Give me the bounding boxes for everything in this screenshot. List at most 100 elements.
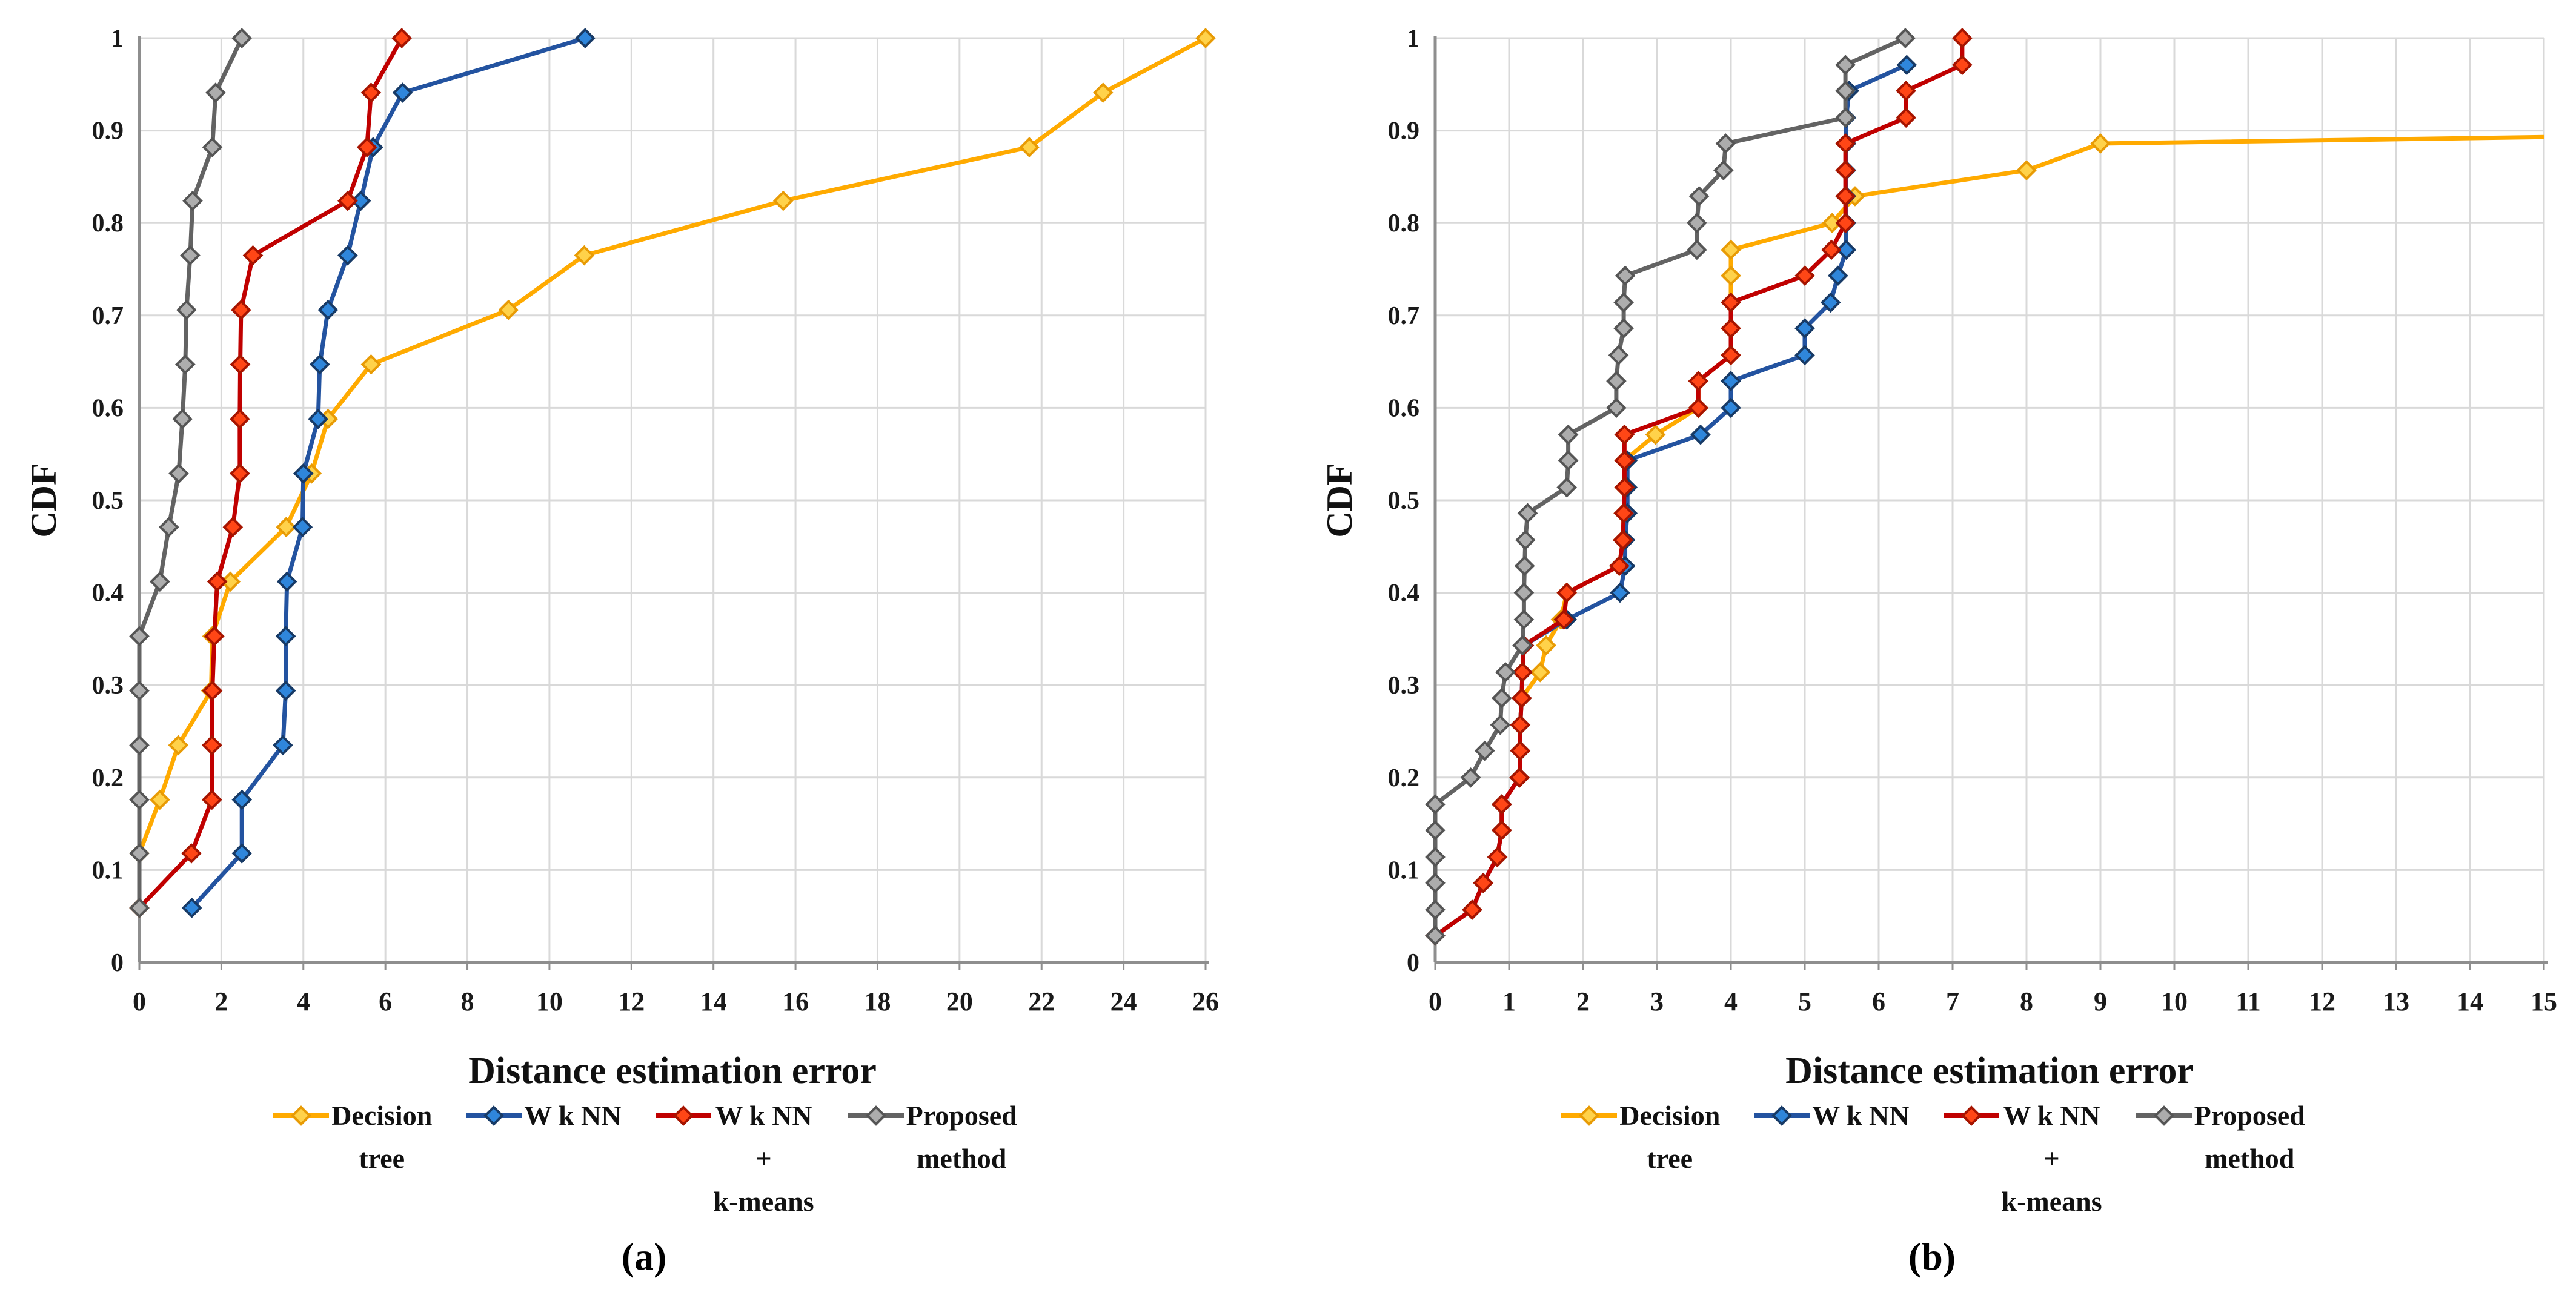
legend-label-line: k-means [713,1186,814,1217]
legend-label-line: method [2205,1143,2295,1174]
series-line-wknn_kmeans [1433,38,1965,938]
legend-label-line: W k NN [1812,1100,1910,1131]
y-tick-label: 1 [1407,25,1419,53]
legend-label-line: + [755,1143,772,1174]
plot-a-canvas: 00.10.20.30.40.50.60.70.80.910 2 4 6 8 10 12 14… [24,25,1219,1091]
x-tick-label: 2 [1576,987,1590,1016]
x-tick-label: 18 [864,987,891,1016]
legend-swatch-proposed-icon [848,1105,904,1126]
panel-b: 0 0.1 0.2 0.3 0.4 0.5 0.6 0.7 0.8 0.9 1 0 1 2 3 4 5 6 7 8 9 1… [1288,0,2576,1301]
y-tick-label: 0.1 [92,856,124,884]
y-tick-label: 0.4 [92,580,124,607]
legend-item-wknn: W k NN [1751,1094,1910,1137]
x-tick-label: 24 [1110,987,1137,1016]
x-tick-label: 14 [2457,987,2483,1016]
x-tick-label: 16 [782,987,809,1016]
legend-swatch-wknn_kmeans-icon [655,1105,711,1126]
legend-label: Proposed method [2194,1094,2305,1180]
x-tick-label: 26 [1192,987,1219,1016]
x-tick-label: 4 [297,987,310,1016]
legend-swatch-wknn-icon [466,1105,522,1126]
x-tick-label: 10 [2161,987,2188,1016]
series-markers-wknn [181,28,596,918]
x-tick-label: 9 [2094,987,2107,1016]
x-tick-label: 7 [1946,987,1959,1016]
series-markers-decision_tree [129,28,1216,918]
x-tick-label: 13 [2383,987,2409,1016]
y-tick-label: 0.5 [1388,487,1420,515]
x-tick-label: 14 [700,987,727,1016]
legend-a: Decision tree W k NN W k NN + k-means Proposed… [0,1094,1288,1223]
x-axis-title: Distance estimation error [1785,1050,2194,1091]
legend-item-wknn_kmeans: W k NN + k-means [1941,1094,2102,1223]
x-tick-label: 6 [1872,987,1885,1016]
legend-label-line: W k NN [2003,1100,2100,1131]
y-tick-label: 0.3 [92,672,124,700]
legend-item-proposed: Proposed method [2134,1094,2305,1180]
x-tick-label: 3 [1650,987,1664,1016]
legend-b: Decision tree W k NN W k NN + k-means Proposed… [1288,1094,2576,1223]
legend-swatch-decision_tree-icon [1561,1105,1618,1126]
x-tick-label: 12 [2309,987,2335,1016]
plot-b-canvas: 00.10.20.30.40.50.60.70.80.910 1 2 3 4 5 6 7 8 9 1… [1320,25,2557,1091]
legend-label-line: + [2043,1143,2060,1174]
legend-item-wknn_kmeans: W k NN + k-means [653,1094,814,1223]
y-tick-label: 1 [111,25,124,53]
legend-item-decision_tree: Decision tree [1559,1094,1720,1180]
x-tick-label: 5 [1798,987,1811,1016]
y-tick-label: 0.4 [1388,580,1420,607]
legend-swatch-wknn-icon [1754,1105,1810,1126]
legend-label-line: method [917,1143,1007,1174]
y-tick-label: 0.8 [92,210,124,237]
y-tick-label: 0.9 [1388,118,1420,145]
x-tick-label: 0 [1429,987,1442,1016]
y-tick-label: 0.7 [1388,302,1420,330]
y-tick-label: 0.5 [92,487,124,515]
x-tick-label: 8 [461,987,474,1016]
x-tick-label: 4 [1724,987,1738,1016]
x-tick-label: 15 [2531,987,2557,1016]
y-tick-label: 0.8 [1388,210,1420,237]
legend-swatch-wknn_kmeans-icon [1943,1105,1999,1126]
y-tick-label: 0.2 [1388,764,1420,792]
legend-label: W k NN [524,1094,621,1137]
legend-label-line: tree [359,1143,405,1174]
series-markers-proposed [129,28,253,918]
x-tick-label: 11 [2236,987,2261,1016]
y-axis-title: CDF [1320,463,1359,537]
x-tick-label: 0 [133,987,146,1016]
caption-b: (b) [1908,1235,1956,1278]
panel-a: 0 0.1 0.2 0.3 0.4 0.5 0.6 0.7 0.8 0.9 1 0 2 4 6 8 10 12 14… [0,25,1288,1278]
legend-label-line: Decision [331,1100,433,1131]
legend-swatch-proposed-icon [2136,1105,2192,1126]
legend-label-line: k-means [2001,1186,2102,1217]
x-tick-label: 10 [536,987,563,1016]
y-tick-label: 0.3 [1388,672,1420,700]
legend-label-line: Decision [1619,1100,1721,1131]
legend-label-line: W k NN [715,1100,812,1131]
series-markers-proposed [1425,28,1916,946]
legend-label-line: W k NN [524,1100,622,1131]
legend-item-wknn: W k NN [463,1094,622,1137]
x-tick-label: 22 [1028,987,1055,1016]
x-tick-label: 2 [214,987,228,1016]
y-tick-label: 0.1 [1388,856,1420,884]
x-tick-label: 12 [618,987,645,1016]
y-tick-label: 0 [1407,949,1419,977]
x-tick-label: 8 [2020,987,2033,1016]
legend-label: Decision tree [1619,1094,1720,1180]
legend-item-proposed: Proposed method [846,1094,1017,1180]
y-axis-title: CDF [24,463,64,537]
legend-swatch-decision_tree-icon [273,1105,330,1126]
series-line-decision_tree [1433,134,2544,938]
legend-label: W k NN [1812,1094,1909,1137]
legend-label-line: Proposed [906,1100,1017,1131]
caption-a: (a) [621,1235,667,1278]
legend-label: Proposed method [906,1094,1017,1180]
legend-label-line: tree [1647,1143,1693,1174]
x-tick-label: 1 [1502,987,1516,1016]
y-tick-label: 0.9 [92,118,124,145]
y-tick-label: 0 [111,949,124,977]
legend-label: W k NN + k-means [714,1094,814,1223]
